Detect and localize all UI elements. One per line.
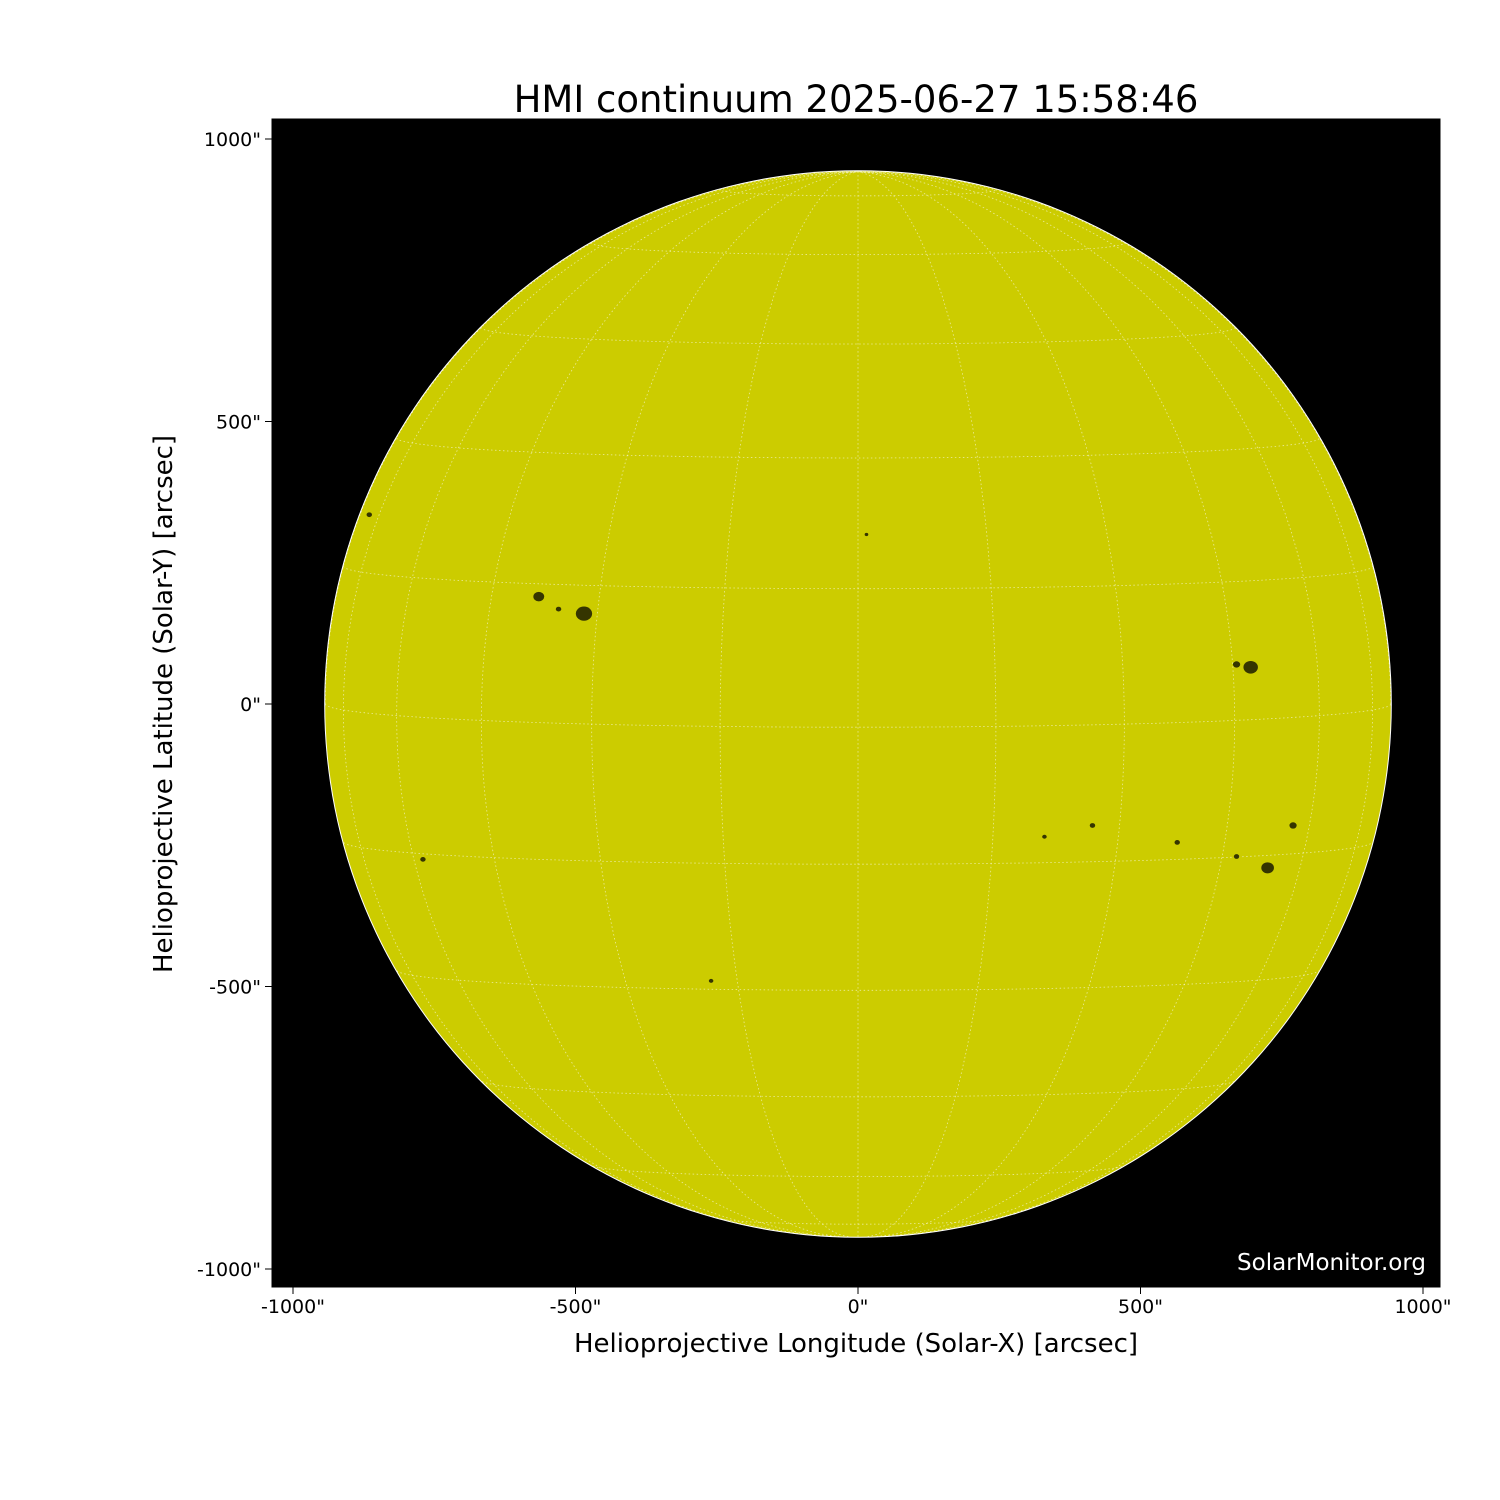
latitude-line	[343, 566, 1373, 590]
sunspot	[1233, 854, 1240, 859]
y-axis-label: Helioprojective Latitude (Solar-Y) [arcs…	[149, 435, 179, 973]
latitude-line	[592, 1165, 1124, 1177]
sunspot	[1089, 823, 1096, 828]
longitude-line	[396, 171, 859, 1235]
latitude-line	[343, 842, 1373, 865]
sunspot	[1243, 660, 1258, 674]
sunspot	[1261, 862, 1274, 874]
y-tick-label: -1000"	[197, 1259, 261, 1281]
sunspot	[1289, 822, 1297, 829]
longitude-line	[324, 171, 859, 705]
longitude-line	[857, 171, 1320, 1235]
longitude-line	[480, 171, 859, 1237]
watermark: SolarMonitor.org	[1237, 1250, 1426, 1276]
latitude-line	[591, 241, 1125, 255]
latitude-line	[722, 1218, 994, 1225]
latitude-line	[719, 188, 997, 197]
sunspot	[575, 606, 593, 621]
axis-ticks: -1000" -500" 0" 500" 1000" -1000" -500" 0" 500" 1…	[197, 129, 1452, 1318]
heliographic-grid	[324, 171, 1392, 1237]
y-tick-label: 0"	[240, 694, 261, 716]
y-tick-label: 500"	[216, 412, 261, 434]
sunspot	[533, 591, 545, 602]
longitude-line	[857, 171, 1236, 1237]
longitude-line	[719, 171, 859, 1237]
sunspot	[1174, 840, 1180, 845]
latitude-line	[482, 1081, 1234, 1098]
sunspot	[420, 857, 426, 862]
longitude-line	[857, 171, 1392, 705]
x-tick-label: -500"	[550, 1296, 602, 1318]
longitude-line	[857, 171, 1125, 1237]
latitude-line	[324, 703, 1392, 728]
chart-title: HMI continuum 2025-06-27 15:58:46	[514, 78, 1199, 121]
x-tick-label: 1000"	[1394, 1296, 1451, 1318]
sunspot	[864, 532, 869, 537]
y-tick-label: -500"	[209, 977, 261, 999]
sunspot	[708, 978, 714, 983]
longitude-line	[857, 171, 997, 1237]
x-axis-label: Helioprojective Longitude (Solar-X) [arc…	[574, 1329, 1138, 1359]
sunspot	[1232, 661, 1241, 668]
sunspot	[366, 512, 372, 518]
x-tick-label: -1000"	[261, 1296, 325, 1318]
x-tick-label: 500"	[1118, 1296, 1163, 1318]
sunspot	[555, 606, 562, 612]
x-tick-label: 0"	[848, 1296, 869, 1318]
y-tick-label: 1000"	[204, 129, 261, 151]
latitude-line	[396, 970, 1320, 991]
longitude-line	[591, 171, 859, 1237]
latitude-line	[480, 326, 1236, 345]
sunspots	[366, 512, 1297, 983]
sunspot	[1042, 834, 1047, 839]
